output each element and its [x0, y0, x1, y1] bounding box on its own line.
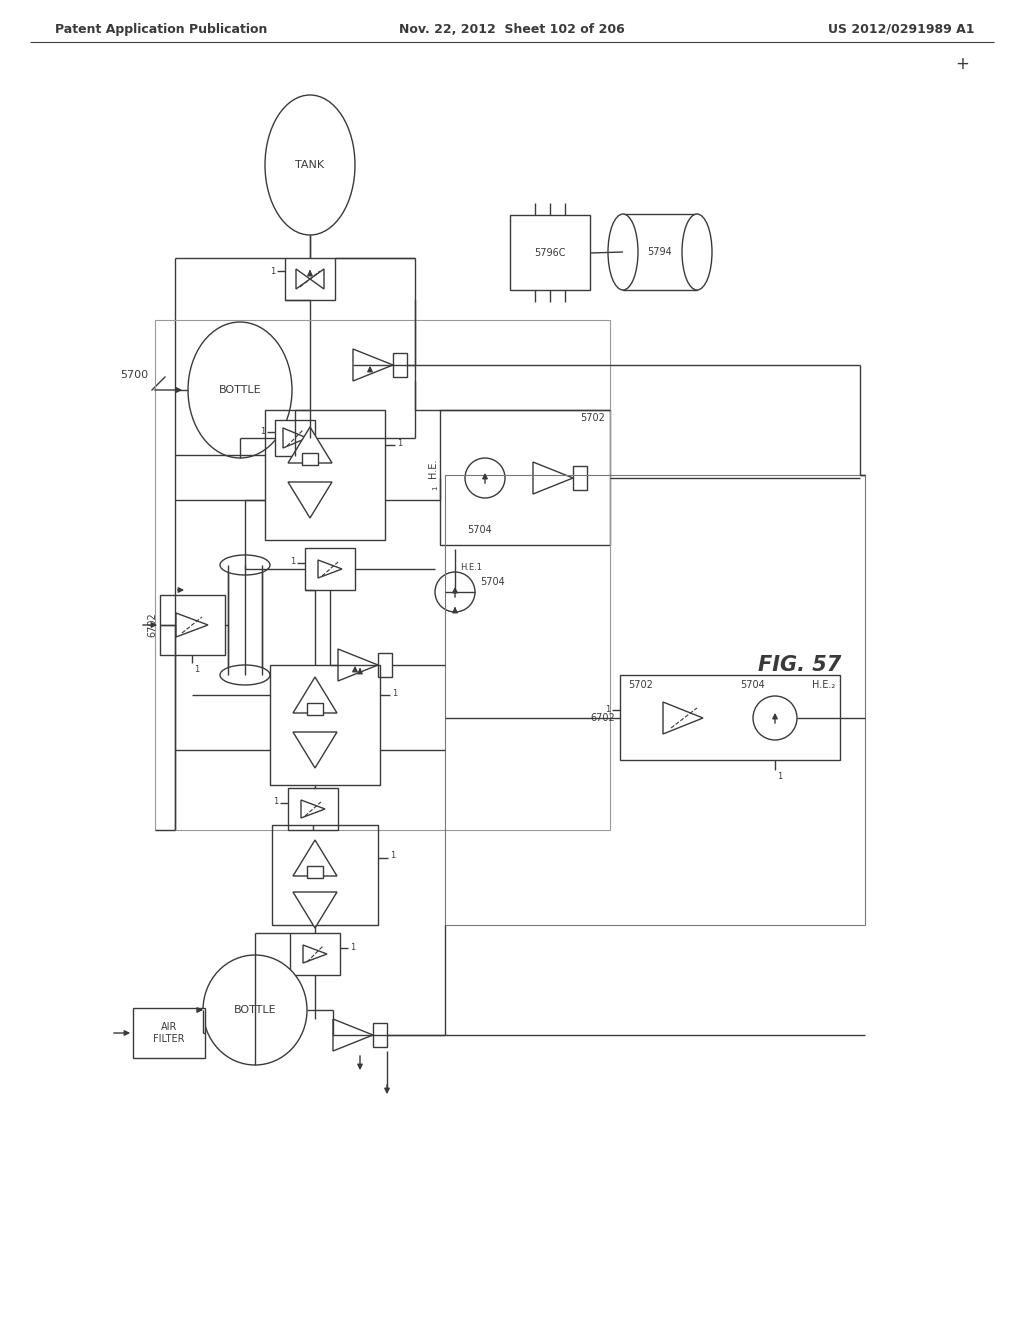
Bar [155, 319, 610, 830]
Text: 5704: 5704 [468, 525, 493, 535]
Polygon shape [288, 482, 332, 517]
Bar [440, 411, 610, 545]
Bar [445, 475, 865, 925]
Text: 5704: 5704 [740, 680, 765, 690]
Bar [623, 214, 697, 290]
Text: 1: 1 [390, 851, 395, 861]
Bar [307, 704, 323, 715]
Text: 1: 1 [290, 557, 295, 566]
Polygon shape [293, 892, 337, 928]
Text: 6702: 6702 [590, 713, 615, 723]
Text: 5794: 5794 [647, 247, 673, 257]
Bar [573, 466, 587, 490]
Text: 1: 1 [269, 267, 275, 276]
Bar [133, 1008, 205, 1059]
Text: 1: 1 [605, 705, 610, 714]
Text: Patent Application Publication: Patent Application Publication [55, 22, 267, 36]
Text: 1: 1 [260, 426, 265, 436]
Ellipse shape [265, 95, 355, 235]
Text: BOTTLE: BOTTLE [233, 1005, 276, 1015]
Ellipse shape [220, 665, 270, 685]
Text: H.E.₂: H.E.₂ [812, 680, 835, 690]
Text: 1: 1 [777, 772, 782, 781]
Bar [510, 215, 590, 290]
Bar [290, 933, 340, 975]
Bar [228, 565, 262, 675]
Bar [378, 653, 392, 677]
Text: H.E.: H.E. [428, 458, 438, 478]
Bar [265, 411, 385, 540]
Bar [160, 595, 225, 655]
Polygon shape [310, 269, 324, 289]
Polygon shape [293, 677, 337, 713]
Ellipse shape [188, 322, 292, 458]
Text: FIG. 57: FIG. 57 [759, 655, 842, 675]
Polygon shape [176, 612, 208, 638]
Ellipse shape [435, 572, 475, 612]
Bar [288, 788, 338, 830]
Polygon shape [318, 560, 342, 578]
Text: BOTTLE: BOTTLE [219, 385, 261, 395]
Text: 5796C: 5796C [535, 248, 565, 257]
Text: 5704: 5704 [480, 577, 505, 587]
Text: H.E.1: H.E.1 [460, 562, 482, 572]
Text: 1: 1 [350, 942, 355, 952]
Bar [307, 866, 323, 878]
Text: 1: 1 [272, 797, 278, 807]
Text: AIR
FILTER: AIR FILTER [154, 1022, 184, 1044]
Text: +: + [955, 55, 969, 73]
Ellipse shape [220, 554, 270, 576]
Text: TANK: TANK [296, 160, 325, 170]
Polygon shape [288, 426, 332, 463]
Text: US 2012/0291989 A1: US 2012/0291989 A1 [828, 22, 975, 36]
Bar [270, 665, 380, 785]
Polygon shape [301, 800, 325, 818]
Polygon shape [333, 1019, 373, 1051]
Polygon shape [303, 945, 327, 964]
Text: 5702: 5702 [581, 413, 605, 422]
Ellipse shape [682, 214, 712, 290]
Polygon shape [293, 840, 337, 876]
Polygon shape [296, 269, 310, 289]
Polygon shape [353, 348, 393, 381]
Ellipse shape [203, 954, 307, 1065]
Bar [272, 825, 378, 925]
Text: 1: 1 [392, 689, 397, 697]
Ellipse shape [753, 696, 797, 741]
Text: Nov. 22, 2012  Sheet 102 of 206: Nov. 22, 2012 Sheet 102 of 206 [399, 22, 625, 36]
Text: 6702: 6702 [147, 612, 157, 638]
Ellipse shape [608, 214, 638, 290]
Polygon shape [293, 733, 337, 768]
Polygon shape [663, 702, 703, 734]
Ellipse shape [465, 458, 505, 498]
Text: 1: 1 [194, 665, 200, 675]
Polygon shape [534, 462, 573, 494]
Bar [393, 352, 407, 378]
Bar [275, 420, 315, 455]
Bar [305, 548, 355, 590]
Polygon shape [283, 428, 307, 447]
Bar [373, 1023, 387, 1047]
Text: 5702: 5702 [628, 680, 653, 690]
Bar [302, 453, 318, 465]
Text: 1: 1 [397, 438, 402, 447]
Text: 5700: 5700 [120, 370, 148, 380]
Bar [620, 675, 840, 760]
Text: 1: 1 [432, 486, 438, 490]
Bar [285, 257, 335, 300]
Polygon shape [338, 649, 378, 681]
